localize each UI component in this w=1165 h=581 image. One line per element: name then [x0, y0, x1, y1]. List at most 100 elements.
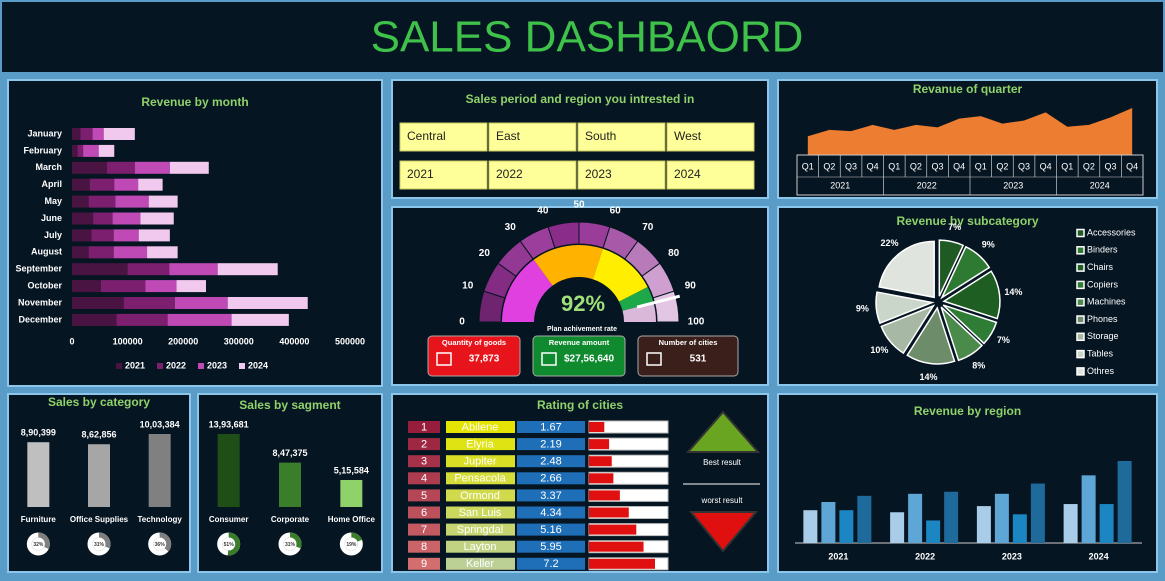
rank-label: 8: [421, 541, 427, 553]
filter-option[interactable]: [399, 160, 488, 190]
legend-label: Phones: [1087, 314, 1118, 324]
panel: [7, 79, 383, 387]
value-label: 5.95: [540, 541, 561, 553]
bar-segment: [217, 263, 278, 276]
filter-option[interactable]: [399, 122, 488, 152]
slice-label: 8%: [972, 361, 985, 371]
legend-swatch: [1076, 332, 1085, 342]
bar-segment: [88, 246, 114, 259]
bar-segment: [72, 297, 124, 309]
pie-slice: [942, 270, 1001, 320]
rank-cell: [408, 421, 440, 433]
gauge-value: 92%: [561, 291, 605, 316]
bar-segment: [72, 263, 128, 276]
chart-title: Revenue by subcategory: [896, 214, 1038, 228]
filter-option-label: 2024: [674, 167, 701, 181]
filter-title: Sales period and region you intrested in: [466, 92, 695, 106]
x-tick-label: 2024: [1089, 551, 1109, 561]
kpi-icon: [436, 352, 452, 366]
bar: [1030, 483, 1045, 543]
legend-label: 2021: [125, 360, 145, 370]
bar-segment: [93, 212, 113, 225]
bar: [340, 479, 363, 507]
gauge-tick-label: 30: [505, 222, 517, 233]
filter-option-label: 2023: [585, 167, 612, 181]
gauge-tick-label: 10: [462, 280, 474, 291]
bar-segment: [98, 144, 115, 157]
bar-segment: [100, 280, 146, 293]
slice-label: 22%: [881, 238, 899, 248]
annotation: Best result: [703, 458, 742, 467]
area: [807, 108, 1133, 155]
bar-segment: [147, 246, 178, 259]
bar-segment: [227, 297, 308, 309]
bar: [217, 434, 240, 507]
filter-option[interactable]: [666, 122, 755, 152]
group-label: 2023: [1003, 180, 1023, 190]
donut-hole: [153, 537, 167, 551]
x-tick-label: Q2: [823, 161, 835, 171]
donut-label: 31%: [94, 542, 105, 548]
value-cell: [517, 455, 585, 468]
y-tick-label: July: [44, 230, 62, 240]
pie-slice: [875, 291, 935, 325]
legend-label: 2023: [207, 360, 227, 370]
city-cell: [446, 540, 515, 553]
x-tick-label: Q3: [932, 161, 944, 171]
legend-swatch: [1076, 349, 1085, 359]
bar: [857, 495, 872, 543]
group-label: 2021: [830, 180, 850, 190]
bar-segment: [91, 229, 114, 242]
filter-option-label: South: [585, 129, 616, 143]
x-tick-label: Q3: [1018, 161, 1030, 171]
slice-label: 14%: [919, 372, 937, 382]
value-label: 10,03,384: [140, 419, 180, 429]
gauge-tick-label: 100: [688, 317, 705, 328]
value-cell: [517, 472, 585, 485]
kpi-value: 531: [690, 354, 707, 365]
gauge-rest: [622, 302, 656, 322]
x-tick-label: Technology: [138, 515, 183, 524]
y-tick-label: October: [27, 280, 62, 290]
bar: [821, 502, 836, 543]
city-label: Ormond: [460, 490, 500, 502]
panel: [777, 393, 1158, 573]
filter-option[interactable]: [488, 160, 577, 190]
filter-option[interactable]: [577, 122, 666, 152]
bar-segment: [169, 263, 218, 276]
rating-bar: [589, 541, 644, 552]
gauge-tick-label: 20: [479, 248, 491, 259]
value-label: 4.34: [540, 507, 561, 519]
bar: [279, 462, 301, 507]
legend-label: Othres: [1087, 366, 1115, 376]
bar-segment: [92, 128, 104, 140]
city-label: Keller: [466, 558, 494, 570]
y-tick-label: August: [31, 247, 62, 257]
filter-option[interactable]: [666, 160, 755, 190]
filter-option[interactable]: [577, 160, 666, 190]
bar-segment: [72, 128, 81, 140]
value-cell: [517, 557, 585, 570]
value-label: 8,90,399: [21, 428, 56, 438]
legend-swatch: [1076, 263, 1085, 272]
bar-segment: [112, 212, 141, 225]
x-tick-label: Furniture: [21, 515, 57, 524]
bar-segment: [72, 144, 78, 157]
filter-option[interactable]: [488, 122, 577, 152]
pie-slice: [942, 304, 998, 345]
x-tick-label: 2022: [915, 551, 935, 561]
legend-label: Binders: [1087, 245, 1118, 255]
city-cell: [446, 557, 515, 570]
gauge-tick-label: 50: [573, 200, 585, 211]
group-label: 2022: [917, 180, 937, 190]
value-label: 2.48: [540, 456, 561, 468]
pie-slice: [938, 239, 965, 297]
x-tick-label: Home Office: [328, 515, 376, 524]
legend-swatch: [1076, 367, 1085, 376]
dashboard-title: SALES DASHBAORD: [371, 13, 804, 62]
donut-label: 32%: [33, 542, 44, 548]
city-cell: [446, 455, 515, 468]
rank-label: 6: [421, 507, 427, 519]
bar-segment: [138, 229, 170, 242]
kpi-icon: [646, 352, 662, 366]
